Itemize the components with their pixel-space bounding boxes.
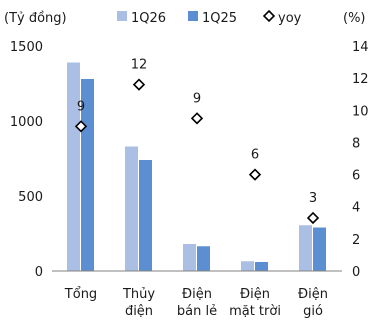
right-tick-label: 12 [352,72,369,87]
left-tick-label: 500 [18,190,43,205]
bar-1Q26 [125,146,138,271]
left-tick-label: 1000 [10,115,43,130]
category-label: gió [303,304,323,319]
category-label: Điện [298,287,328,302]
right-tick-label: 10 [352,104,369,119]
bar-1Q26 [183,244,196,271]
bar-1Q26 [67,62,80,271]
category-label: bán lẻ [177,304,217,319]
right-tick-label: 0 [352,265,360,280]
category-label: mặt trời [229,304,281,319]
yoy-marker [132,78,146,91]
legend-label-1Q26: 1Q26 [131,11,166,26]
bar-1Q25 [313,227,326,271]
left-axis-unit: (Tỷ đồng) [4,11,67,26]
yoy-marker [190,112,204,125]
left-tick-label: 0 [35,265,43,280]
yoy-data-label: 9 [193,91,201,106]
yoy-data-label: 6 [251,148,259,163]
bar-1Q26 [241,261,254,271]
right-tick-label: 4 [352,201,360,216]
legend-label-yoy: yoy [278,11,302,26]
yoy-marker [306,211,320,225]
right-axis-unit: (%) [343,11,366,26]
yoy-data-label: 12 [131,58,148,73]
right-tick-label: 2 [352,233,360,248]
legend-label-1Q25: 1Q25 [202,11,237,26]
yoy-marker [248,168,262,181]
right-tick-label: 8 [352,136,360,151]
right-tick-label: 6 [352,169,360,184]
bar-1Q25 [197,246,210,271]
category-label: điện [125,304,153,319]
category-label: Điện [182,287,212,302]
right-tick-label: 14 [352,40,369,55]
legend-swatch-yoy [262,9,276,23]
category-label: Điện [240,287,270,302]
category-label: Tổng [64,287,97,302]
legend-swatch-1Q26 [117,11,127,21]
category-label: Thủy [122,287,155,302]
legend-swatch-1Q25 [188,11,198,21]
yoy-data-label: 3 [309,191,317,206]
bar-1Q26 [299,225,312,271]
yoy-marker [74,120,88,133]
bar-1Q25 [139,160,152,271]
yoy-data-label: 9 [77,99,85,114]
left-tick-label: 1500 [10,40,43,55]
bar-1Q25 [255,262,268,271]
